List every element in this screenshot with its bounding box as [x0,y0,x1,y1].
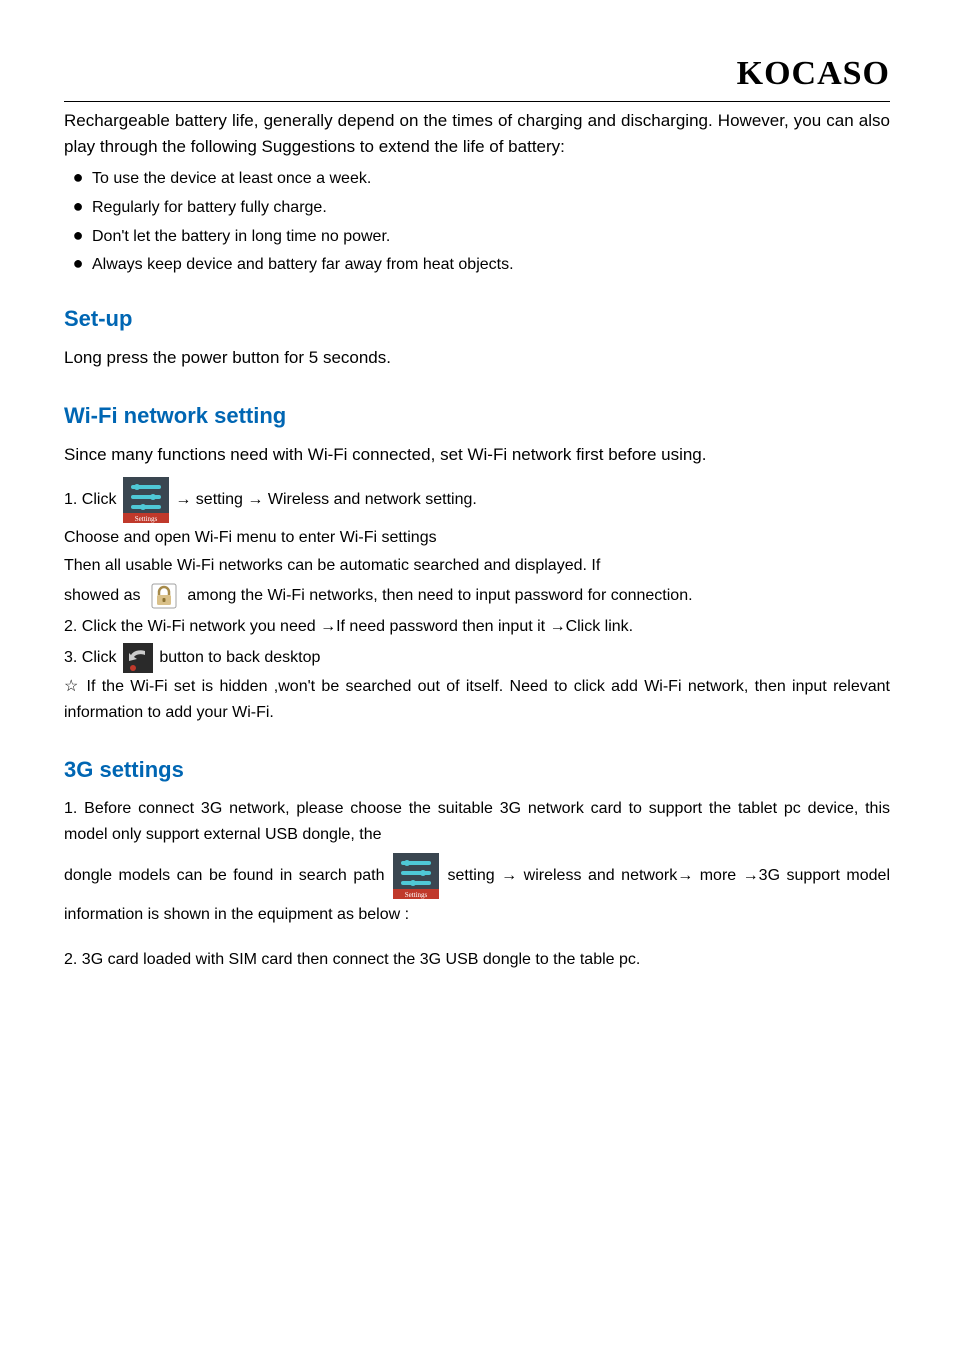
step1-text-a: 1. Click [64,491,116,508]
step3-text-a: 3. Click [64,649,116,666]
wifi-showed: showed as among the Wi-Fi networks, then… [64,580,890,612]
step3-text-b: button to back desktop [159,649,320,666]
wifi-step-3: 3. Click button to back desktop [64,642,890,674]
3g-p3: 2. 3G card loaded with SIM card then con… [64,947,890,973]
wifi-then: Then all usable Wi-Fi networks can be au… [64,553,890,579]
list-item: ●Regularly for battery fully charge. [64,192,890,221]
wifi-step-1: 1. Click Settings → setting → Wireless a… [64,477,890,523]
svg-text:Settings: Settings [135,515,158,523]
setup-text: Long press the power button for 5 second… [64,345,890,371]
back-icon [123,643,153,673]
brand-logo: KOCASO [64,48,890,99]
section-heading-wifi: Wi-Fi network setting [64,399,890,432]
bullet-list: ●To use the device at least once a week.… [64,163,890,278]
svg-text:Settings: Settings [405,891,428,899]
lock-icon [151,583,177,609]
3g-p2-a: dongle models can be found in search pat… [64,868,391,885]
bullet-text: Regularly for battery fully charge. [92,195,327,221]
step1-text-b: → setting → Wireless and network setting… [175,491,476,508]
section-heading-3g: 3G settings [64,753,890,786]
settings-icon: Settings [123,477,169,523]
bullet-text: To use the device at least once a week. [92,166,371,192]
list-item: ●Don't let the battery in long time no p… [64,221,890,250]
list-item: ●To use the device at least once a week. [64,163,890,192]
bullet-text: Always keep device and battery far away … [92,252,514,278]
showed-text-b: among the Wi-Fi networks, then need to i… [187,587,692,604]
bullet-text: Don't let the battery in long time no po… [92,224,390,250]
settings-icon: Settings [393,853,439,899]
list-item: ●Always keep device and battery far away… [64,249,890,278]
wifi-star-note: ☆ If the Wi-Fi set is hidden ,won't be s… [64,674,890,725]
header-rule [64,101,890,102]
wifi-step-2: 2. Click the Wi-Fi network you need →If … [64,614,890,640]
3g-p1: 1. Before connect 3G network, please cho… [64,796,890,847]
wifi-intro: Since many functions need with Wi-Fi con… [64,442,890,468]
section-heading-setup: Set-up [64,302,890,335]
intro-paragraph: Rechargeable battery life, generally dep… [64,108,890,159]
3g-p2: dongle models can be found in search pat… [64,853,890,931]
showed-text-a: showed as [64,587,145,604]
wifi-choose: Choose and open Wi-Fi menu to enter Wi-F… [64,525,890,551]
